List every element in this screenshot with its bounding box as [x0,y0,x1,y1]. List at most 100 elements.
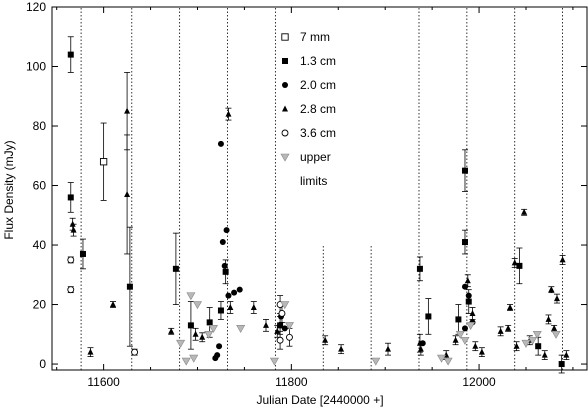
point-square-filled [416,265,423,272]
point-triangle-filled [274,327,281,334]
point-circle-filled [225,292,232,299]
point-triangle-down-gray [208,325,218,333]
data-points [67,51,570,368]
point-triangle-filled [69,220,76,227]
point-circle-open [278,310,286,317]
x-axis-title: Julian Date [2440000 +] [256,393,383,407]
legend-marker-triangle-filled [282,105,288,112]
point-triangle-down-gray [189,354,199,363]
point-square-filled [222,268,229,275]
point-triangle-filled [124,107,131,114]
legend-marker-square-open [281,33,289,41]
point-square-filled [79,250,86,257]
point-circle-filled [231,289,238,296]
point-square-filled [67,194,74,201]
x-tick-label: 11600 [87,375,120,389]
point-square-filled [217,307,224,314]
point-triangle-filled [87,348,94,355]
point-triangle-down-gray [371,357,381,366]
point-triangle-down-gray [460,336,470,345]
point-triangle-filled [472,342,479,349]
legend-marker-square-filled [282,58,288,64]
point-triangle-filled [548,286,555,293]
point-square-filled [461,239,468,246]
point-circle-filled [465,292,472,299]
point-triangle-down-gray [443,357,453,366]
point-square-filled [535,343,542,350]
point-triangle-filled [250,304,257,311]
legend-label: limits [300,174,327,188]
x-tick-label: 12000 [462,375,496,389]
legend: 7 mm 1.3 cm 2.0 cm 2.8 cm 3.6 cm upper limits [280,30,336,188]
point-square-filled [465,298,472,305]
point-circle-open [286,333,293,341]
point-triangle-filled [452,336,459,343]
point-triangle-filled [168,327,175,334]
point-triangle-filled [192,330,199,337]
axis-ticks: 0 20 40 60 80 100 120 11600 11800 12000 [26,0,587,389]
point-triangle-down-gray [236,325,246,333]
plot-frame [51,6,588,371]
y-tick-label: 60 [33,179,47,193]
point-triangle-down-gray [192,301,202,310]
point-circle-filled [281,325,288,332]
point-square-filled [455,316,462,323]
vertical-reference-lines [80,7,563,370]
y-tick-label: 20 [33,298,47,312]
point-circle-filled [461,283,468,290]
y-tick-label: 0 [39,357,46,371]
point-triangle-filled [497,327,504,334]
point-triangle-filled [338,345,345,352]
point-square-open [99,158,108,166]
point-triangle-filled [385,345,392,352]
point-circle-filled [236,286,243,293]
point-triangle-down-gray [455,330,465,339]
legend-label: 1.3 cm [300,54,336,68]
point-triangle-filled [199,333,206,340]
point-triangle-down-gray [176,339,186,348]
x-tick-label: 11800 [275,375,308,389]
y-tick-label: 120 [26,0,46,14]
point-triangle-down-gray [466,322,476,330]
legend-label: 3.6 cm [300,126,336,140]
point-triangle-filled [505,324,512,331]
point-triangle-filled [563,351,570,358]
point-triangle-down-gray [186,292,196,301]
point-square-filled [277,322,284,329]
point-circle-open [67,286,75,294]
point-triangle-down-gray [284,322,294,330]
point-circle-filled [219,239,226,246]
point-triangle-filled [521,208,528,215]
point-triangle-down-gray [551,330,561,339]
point-triangle-filled [511,259,518,266]
point-circle-filled [217,140,224,147]
point-triangle-filled [551,324,558,331]
point-triangle-down-gray [269,357,279,366]
point-square-filled [516,262,523,269]
point-triangle-filled [513,342,520,349]
legend-marker-circle-filled [282,82,288,88]
point-triangle-down-gray [280,301,290,310]
legend-marker-triangle-down-gray [280,153,290,162]
point-triangle-filled [263,321,269,328]
y-axis-title: Flux Density (mJy) [2,140,16,239]
point-triangle-filled [70,226,77,233]
point-circle-filled [214,352,221,359]
point-triangle-filled [541,351,548,358]
point-square-filled [67,51,74,58]
point-triangle-down-gray [204,330,214,339]
point-circle-filled [216,343,223,350]
point-square-filled [206,319,213,326]
point-triangle-filled [478,348,485,355]
point-triangle-down-gray [181,357,191,366]
point-triangle-filled [416,339,423,346]
point-triangle-down-gray [528,336,538,345]
point-circle-filled [221,262,228,269]
y-tick-label: 40 [33,238,47,252]
point-circle-open [67,256,75,264]
y-tick-label: 100 [26,60,46,74]
point-circle-filled [223,227,230,234]
point-circle-open [131,348,139,356]
legend-label: upper [300,150,331,164]
